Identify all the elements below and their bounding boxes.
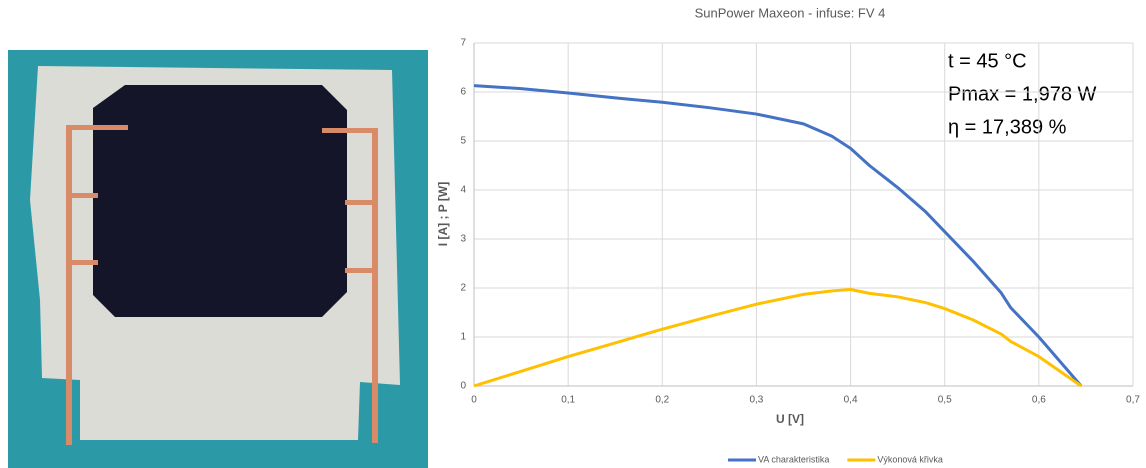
chart-title: SunPower Maxeon - infuse: FV 4 [695,5,886,20]
legend-label: VA charakteristika [758,454,829,464]
y-tick-label: 7 [460,38,466,49]
annotation: t = 45 °C [948,50,1027,72]
x-axis-title: U [V] [776,412,804,426]
x-tick-label: 0,3 [749,395,763,406]
x-tick-label: 0,2 [655,395,669,406]
y-tick-label: 3 [460,234,466,245]
y-tick-label: 5 [460,136,466,147]
legend-label: Výkonová křivka [877,454,943,464]
annotation: Pmax = 1,978 W [948,83,1097,105]
y-tick-label: 4 [460,185,466,196]
x-tick-label: 0,1 [561,395,575,406]
x-tick-label: 0,5 [938,395,952,406]
annotation: η = 17,389 % [948,116,1067,138]
copper-strips [66,125,378,445]
x-tick-label: 0,7 [1126,395,1140,406]
y-tick-label: 2 [460,283,466,294]
y-tick-label: 1 [460,332,466,343]
x-tick-label: 0,4 [844,395,858,406]
x-tick-label: 0,6 [1032,395,1046,406]
y-tick-label: 6 [460,87,466,98]
line-series [473,84,1083,387]
photo [8,50,428,468]
solar-cell [93,85,347,317]
y-axis-title: I [A] ; P [W] [436,182,450,246]
x-tick-label: 0 [471,395,477,406]
line-series [473,287,1083,388]
y-tick-label: 0 [460,381,466,392]
